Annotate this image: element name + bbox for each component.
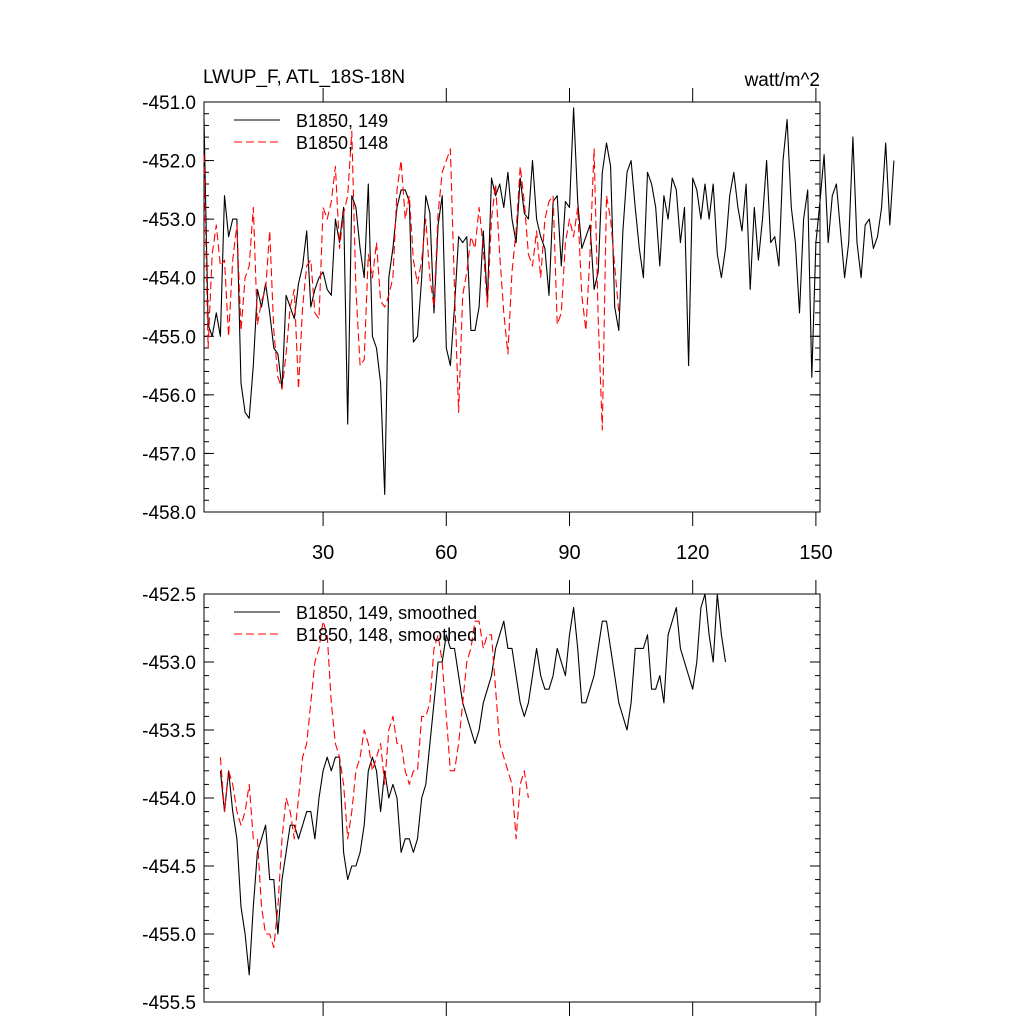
y-tick-label: -455.5 (142, 993, 196, 1014)
y-tick-label: -454.0 (142, 269, 196, 290)
legend-label: B1850, 149 (296, 111, 388, 131)
series-line (219, 620, 529, 949)
x-tick-label: 120 (676, 542, 709, 564)
y-tick-label: -453.5 (142, 721, 196, 742)
plot-frame (203, 593, 821, 1003)
x-tick-label: 30 (312, 542, 334, 564)
plot-frame (203, 101, 821, 513)
series-line (203, 107, 895, 495)
series-line (203, 130, 620, 431)
legend-label: B1850, 148, smoothed (296, 625, 477, 645)
y-tick-label: -458.0 (142, 503, 196, 524)
y-tick-label: -455.0 (142, 925, 196, 946)
y-tick-label: -454.0 (142, 789, 196, 810)
y-tick-label: -453.0 (142, 653, 196, 674)
y-tick-label: -452.5 (142, 585, 196, 606)
bottom-panel: -452.5 -453.0 -453.5 -454.0 -454.5 -455.0 -455… (142, 580, 821, 1016)
chart-title: LWUP_F, ATL_18S-18N (203, 67, 405, 88)
x-tick-label: 150 (799, 542, 832, 564)
x-tick-label: 90 (558, 542, 580, 564)
top-panel: -451.0 -452.0 -453.0 -454.0 -455.0 -456.0 -457… (142, 88, 895, 564)
y-tick-label: -454.5 (142, 857, 196, 878)
y-tick-label: -453.0 (142, 210, 196, 231)
series-line (219, 593, 727, 976)
y-tick-label: -457.0 (142, 444, 196, 465)
x-tick-label: 60 (435, 542, 457, 564)
y-tick-label: -455.0 (142, 327, 196, 348)
units-label: watt/m^2 (744, 70, 820, 91)
legend-label: B1850, 148 (296, 133, 388, 153)
legend-label: B1850, 149, smoothed (296, 603, 477, 623)
y-tick-label: -451.0 (142, 93, 196, 114)
y-tick-label: -456.0 (142, 386, 196, 407)
y-tick-label: -452.0 (142, 152, 196, 173)
